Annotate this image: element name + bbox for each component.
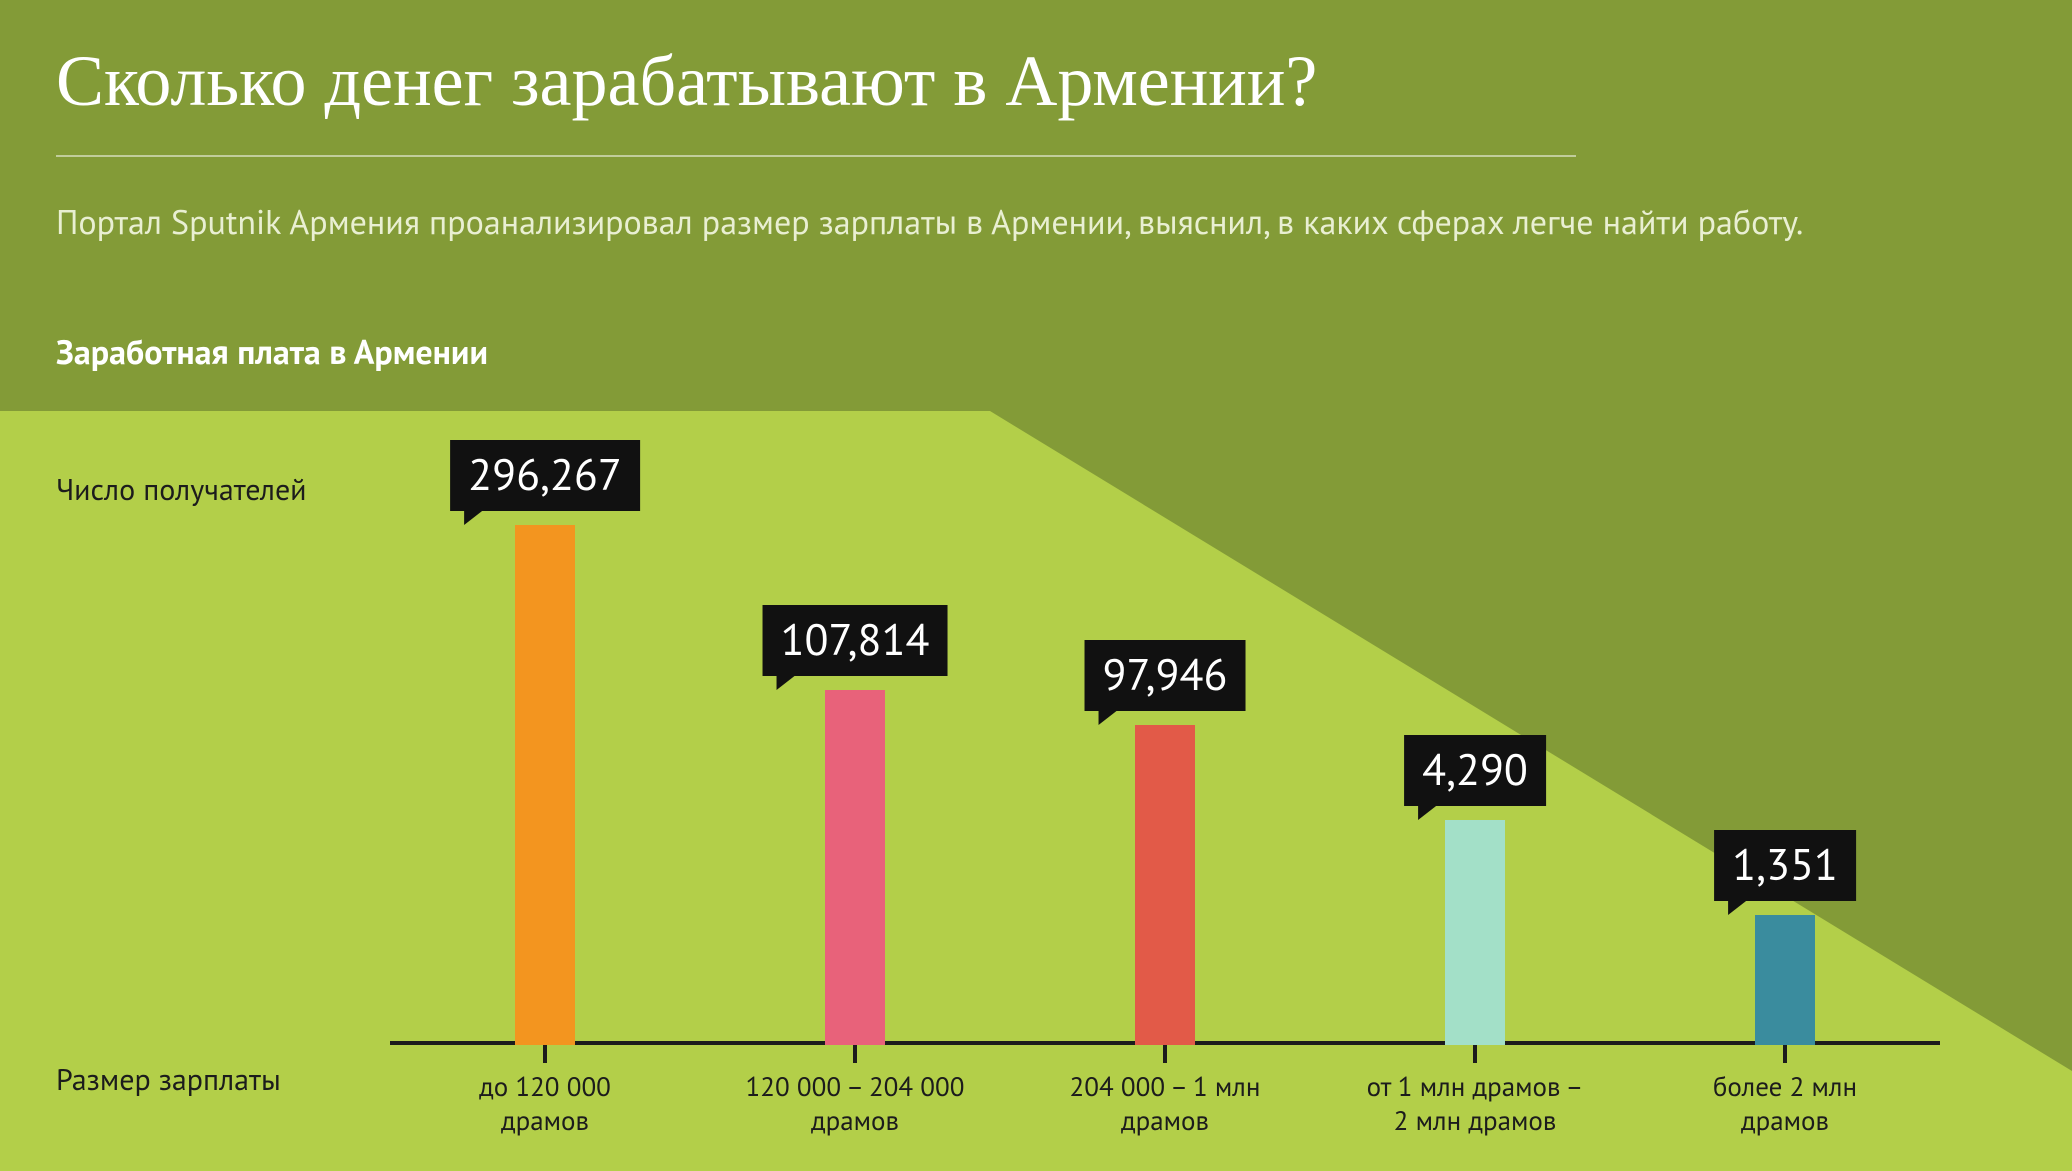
bar — [515, 525, 575, 1045]
bar — [1445, 820, 1505, 1045]
bar-value-label: 296,267 — [450, 440, 640, 511]
chart-title: Заработная плата в Армении — [56, 330, 488, 374]
bar-column: 296,267до 120 000 драмов — [390, 505, 700, 1045]
bar-tick — [543, 1045, 547, 1063]
infographic-canvas: Сколько денег зарабатывают в Армении? По… — [0, 0, 2072, 1171]
bar-value-label: 1,351 — [1714, 830, 1856, 901]
bar — [1755, 915, 1815, 1045]
bar-tick — [1783, 1045, 1787, 1063]
bar-tick — [1163, 1045, 1167, 1063]
bar-category-label: от 1 млн драмов – 2 млн драмов — [1325, 1071, 1625, 1139]
page-subtitle: Портал Sputnik Армения проанализировал р… — [56, 200, 1803, 244]
chart-bars-container: 296,267до 120 000 драмов107,814120 000 –… — [390, 505, 2010, 1045]
bar-value-label: 4,290 — [1404, 735, 1546, 806]
title-rule — [56, 155, 1576, 157]
bar-chart: 296,267до 120 000 драмов107,814120 000 –… — [390, 455, 2010, 1155]
bar-value-label: 107,814 — [763, 605, 948, 676]
bar — [1135, 725, 1195, 1045]
bar-value-label: 97,946 — [1085, 640, 1246, 711]
page-title: Сколько денег зарабатывают в Армении? — [56, 40, 1317, 123]
bar-tick — [1473, 1045, 1477, 1063]
bar-category-label: до 120 000 драмов — [395, 1071, 695, 1139]
bar-category-label: 120 000 – 204 000 драмов — [705, 1071, 1005, 1139]
bar-column: 1,351более 2 млн драмов — [1630, 505, 1940, 1045]
y-axis-label: Число получателей — [56, 470, 307, 509]
bar — [825, 690, 885, 1045]
x-axis-label: Размер зарплаты — [56, 1060, 281, 1099]
bar-column: 107,814120 000 – 204 000 драмов — [700, 505, 1010, 1045]
bar-category-label: более 2 млн драмов — [1635, 1071, 1935, 1139]
bar-column: 4,290от 1 млн драмов – 2 млн драмов — [1320, 505, 1630, 1045]
bar-tick — [853, 1045, 857, 1063]
bar-column: 97,946204 000 – 1 млн драмов — [1010, 505, 1320, 1045]
bar-category-label: 204 000 – 1 млн драмов — [1015, 1071, 1315, 1139]
